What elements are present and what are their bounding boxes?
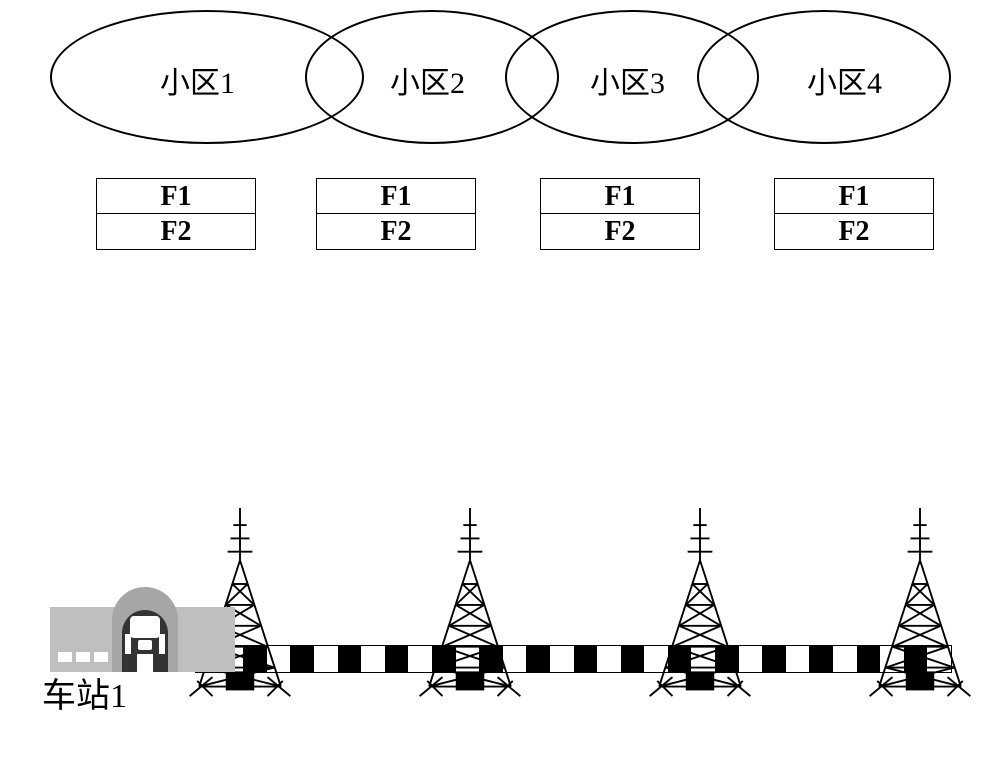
freq-f2: F2 bbox=[774, 214, 934, 250]
tower-2 bbox=[415, 508, 525, 698]
track-segment bbox=[762, 646, 786, 672]
freq-group-3: F1 F2 bbox=[540, 178, 700, 250]
track-segment bbox=[338, 646, 362, 672]
cell-3-label: 小区3 bbox=[590, 58, 665, 102]
track-segment bbox=[385, 646, 409, 672]
station-window bbox=[76, 652, 90, 662]
freq-group-1: F1 F2 bbox=[96, 178, 256, 250]
cell-4-label: 小区4 bbox=[807, 58, 882, 102]
station-window bbox=[58, 652, 72, 662]
station-label: 车站1 bbox=[42, 668, 127, 717]
train-window-icon bbox=[130, 616, 160, 638]
freq-f2: F2 bbox=[540, 214, 700, 250]
station-window bbox=[94, 652, 108, 662]
track-segment bbox=[597, 646, 621, 672]
track-segment bbox=[786, 646, 810, 672]
cell-1-label: 小区1 bbox=[160, 58, 235, 102]
freq-f2: F2 bbox=[316, 214, 476, 250]
tower-4 bbox=[865, 508, 975, 698]
freq-f2: F2 bbox=[96, 214, 256, 250]
freq-f1: F1 bbox=[316, 178, 476, 214]
tower-3 bbox=[645, 508, 755, 698]
track-segment bbox=[574, 646, 598, 672]
freq-group-4: F1 F2 bbox=[774, 178, 934, 250]
railway-track bbox=[195, 645, 952, 673]
track-segment bbox=[314, 646, 338, 672]
track-segment bbox=[621, 646, 645, 672]
train-side-window bbox=[125, 634, 131, 654]
cell-2-label: 小区2 bbox=[390, 58, 465, 102]
train-light-icon bbox=[138, 640, 152, 650]
diagram-stage: 小区1 小区2 小区3 小区4 F1 F2 F1 F2 F1 F2 F1 F2 bbox=[0, 0, 1000, 758]
track-segment bbox=[526, 646, 550, 672]
track-segment bbox=[550, 646, 574, 672]
cells-row: 小区1 小区2 小区3 小区4 bbox=[50, 10, 950, 140]
track-segment bbox=[361, 646, 385, 672]
freq-f1: F1 bbox=[96, 178, 256, 214]
railway-scene bbox=[50, 500, 950, 700]
track-segment bbox=[833, 646, 857, 672]
station-door bbox=[137, 654, 153, 672]
freq-group-2: F1 F2 bbox=[316, 178, 476, 250]
freq-f1: F1 bbox=[540, 178, 700, 214]
track-segment bbox=[809, 646, 833, 672]
freq-f1: F1 bbox=[774, 178, 934, 214]
train-side-window bbox=[159, 634, 165, 654]
